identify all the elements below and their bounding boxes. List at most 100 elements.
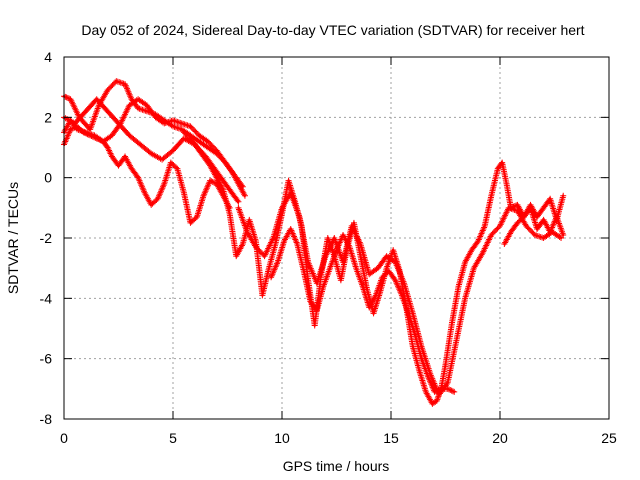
data-point bbox=[154, 116, 157, 119]
series-markers-track-e bbox=[180, 129, 567, 407]
data-point bbox=[411, 345, 414, 348]
data-point bbox=[509, 230, 513, 234]
data-point bbox=[195, 215, 199, 219]
data-point bbox=[555, 218, 558, 222]
data-point bbox=[115, 79, 118, 83]
data-point bbox=[280, 206, 284, 210]
data-point bbox=[208, 164, 212, 167]
data-point bbox=[463, 297, 467, 300]
data-point bbox=[206, 146, 210, 149]
data-point bbox=[276, 260, 279, 264]
data-point bbox=[418, 369, 421, 372]
data-point bbox=[139, 143, 142, 146]
chart-title: Day 052 of 2024, Sidereal Day-to-day VTE… bbox=[81, 22, 584, 38]
data-point bbox=[341, 260, 345, 264]
data-point bbox=[352, 221, 356, 225]
data-point bbox=[522, 215, 526, 219]
data-point bbox=[287, 179, 290, 182]
data-point bbox=[197, 134, 201, 137]
data-point bbox=[315, 309, 319, 312]
data-point bbox=[309, 300, 312, 303]
data-point bbox=[420, 345, 423, 348]
data-point bbox=[221, 188, 225, 191]
x-tick-label: 0 bbox=[60, 430, 68, 446]
data-point bbox=[500, 161, 504, 164]
data-point bbox=[237, 206, 240, 210]
data-point bbox=[197, 140, 201, 143]
data-layer bbox=[61, 78, 567, 407]
data-point bbox=[457, 285, 460, 288]
data-point bbox=[269, 276, 273, 279]
data-point bbox=[189, 125, 192, 128]
data-point bbox=[516, 209, 519, 213]
data-point bbox=[483, 224, 486, 228]
data-point bbox=[535, 227, 539, 231]
data-point bbox=[341, 233, 345, 237]
data-point bbox=[245, 230, 249, 234]
x-tick-label: 5 bbox=[169, 430, 177, 446]
data-point bbox=[232, 173, 236, 176]
data-point bbox=[431, 402, 434, 406]
data-point bbox=[472, 266, 476, 270]
data-point bbox=[315, 282, 319, 285]
data-point bbox=[503, 242, 506, 246]
data-point bbox=[163, 182, 166, 185]
data-point bbox=[477, 239, 480, 243]
series-markers-track-c bbox=[61, 123, 233, 226]
data-point bbox=[274, 242, 277, 246]
x-tick-label: 20 bbox=[492, 430, 508, 446]
data-point bbox=[498, 224, 502, 228]
data-point bbox=[189, 137, 192, 140]
data-point bbox=[73, 122, 77, 125]
data-point bbox=[123, 82, 127, 86]
data-point bbox=[176, 167, 179, 170]
data-point bbox=[267, 266, 271, 270]
data-point bbox=[150, 152, 153, 155]
data-point bbox=[69, 98, 72, 101]
data-point bbox=[88, 134, 92, 137]
data-point bbox=[189, 221, 192, 225]
data-point bbox=[180, 122, 183, 125]
data-point bbox=[106, 146, 109, 149]
data-point bbox=[385, 266, 388, 270]
data-point bbox=[75, 125, 79, 128]
data-point bbox=[215, 149, 218, 152]
data-point bbox=[490, 194, 493, 197]
data-point bbox=[143, 191, 146, 194]
data-point bbox=[426, 375, 430, 378]
data-point bbox=[328, 266, 332, 270]
data-point bbox=[156, 197, 159, 200]
data-point bbox=[368, 273, 371, 276]
data-point bbox=[145, 110, 149, 113]
data-point bbox=[394, 260, 397, 264]
series-track-h bbox=[501, 192, 567, 248]
data-point bbox=[248, 218, 251, 222]
data-point bbox=[69, 128, 72, 131]
data-point bbox=[106, 110, 109, 113]
data-point bbox=[374, 294, 377, 297]
data-point bbox=[136, 107, 140, 110]
data-point bbox=[84, 110, 88, 113]
data-point bbox=[551, 230, 554, 234]
data-point bbox=[463, 260, 467, 264]
data-point bbox=[208, 179, 212, 182]
data-point bbox=[226, 185, 229, 188]
data-point bbox=[145, 104, 149, 107]
data-point bbox=[496, 167, 500, 170]
y-tick-label: 2 bbox=[44, 109, 52, 125]
y-tick-label: 4 bbox=[44, 49, 52, 65]
data-point bbox=[163, 122, 166, 125]
data-point bbox=[333, 236, 336, 240]
data-point bbox=[171, 149, 175, 152]
y-tick-label: -6 bbox=[40, 351, 53, 367]
data-point bbox=[533, 233, 537, 237]
data-point bbox=[453, 390, 456, 394]
data-point bbox=[562, 194, 565, 197]
data-point bbox=[282, 239, 286, 243]
data-point bbox=[420, 357, 423, 360]
data-point bbox=[106, 88, 109, 92]
data-point bbox=[455, 339, 458, 342]
data-point bbox=[470, 248, 473, 252]
data-point bbox=[82, 131, 85, 134]
